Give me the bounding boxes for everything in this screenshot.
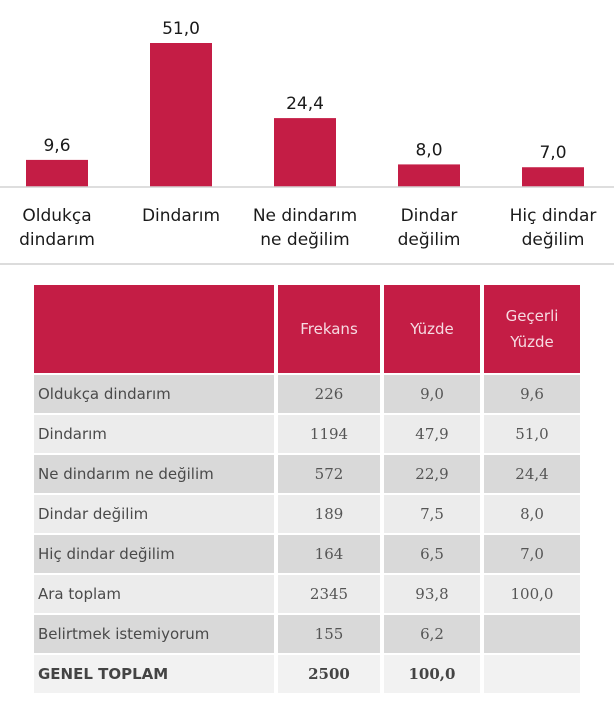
yuzde-cell: 93,8: [384, 575, 480, 613]
table-row: Dindarım 1194 47,9 51,0: [34, 415, 580, 453]
yuzde-cell: 7,5: [384, 495, 480, 533]
gecerli-yuzde-cell: [484, 655, 580, 693]
header-label-cell: [34, 285, 274, 373]
table-row: Dindar değilim 189 7,5 8,0: [34, 495, 580, 533]
gecerli-yuzde-cell: 24,4: [484, 455, 580, 493]
table-row: Ara toplam 2345 93,8 100,0: [34, 575, 580, 613]
bar-2: [274, 118, 336, 187]
bar-value-label-4: 7,0: [539, 143, 566, 163]
yuzde-cell: 22,9: [384, 455, 480, 493]
row-label-cell: Dindarım: [34, 415, 274, 453]
bar-value-label-2: 24,4: [286, 94, 324, 114]
category-label-1: Dindarım: [141, 206, 221, 226]
yuzde-cell: 47,9: [384, 415, 480, 453]
bar-chart-plot: 9,6 51,0 24,4 8,0 7,0: [0, 19, 614, 188]
frekans-cell: 572: [278, 455, 380, 493]
gecerli-yuzde-cell: 9,6: [484, 375, 580, 413]
yuzde-cell: 6,5: [384, 535, 480, 573]
header-frekans: Frekans: [278, 285, 380, 373]
table-header-row: Frekans Yüzde Geçerli Yüzde: [34, 285, 580, 373]
frekans-cell: 2500: [278, 655, 380, 693]
gecerli-yuzde-cell: [484, 615, 580, 653]
frekans-cell: 189: [278, 495, 380, 533]
row-label-cell: Ne dindarım ne değilim: [34, 455, 274, 493]
category-label-4: Hiç dindar değilim: [509, 206, 597, 250]
header-yuzde: Yüzde: [384, 285, 480, 373]
row-label-cell: Ara toplam: [34, 575, 274, 613]
table-row: GENEL TOPLAM 2500 100,0: [34, 655, 580, 693]
row-label-cell: Hiç dindar değilim: [34, 535, 274, 573]
frekans-cell: 226: [278, 375, 380, 413]
category-label-2: Ne dindarım ne değilim: [252, 206, 358, 250]
frequency-table: Frekans Yüzde Geçerli Yüzde Oldukça dind…: [30, 283, 584, 695]
category-label-0: Oldukça dindarım: [19, 206, 95, 250]
header-gecerli-yuzde-line1: Geçerli: [505, 307, 559, 325]
bar-4: [522, 167, 584, 187]
frekans-cell: 2345: [278, 575, 380, 613]
gecerli-yuzde-cell: 7,0: [484, 535, 580, 573]
yuzde-cell: 6,2: [384, 615, 480, 653]
header-gecerli-yuzde-line2: Yüzde: [510, 333, 554, 351]
row-label-cell: Oldukça dindarım: [34, 375, 274, 413]
frekans-cell: 155: [278, 615, 380, 653]
bar-value-label-0: 9,6: [43, 136, 70, 156]
header-gecerli-yuzde: Geçerli Yüzde: [484, 285, 580, 373]
bar-chart: 9,6 51,0 24,4 8,0 7,0 Oldukça dindarım Dindarı…: [0, 0, 614, 262]
row-label-cell: Dindar değilim: [34, 495, 274, 533]
category-label-3: Dindar değilim: [397, 206, 461, 250]
bar-1: [150, 43, 212, 187]
gecerli-yuzde-cell: 51,0: [484, 415, 580, 453]
table-row: Ne dindarım ne değilim 572 22,9 24,4: [34, 455, 580, 493]
table-row: Hiç dindar değilim 164 6,5 7,0: [34, 535, 580, 573]
yuzde-cell: 100,0: [384, 655, 480, 693]
row-label-cell: Belirtmek istemiyorum: [34, 615, 274, 653]
gecerli-yuzde-cell: 100,0: [484, 575, 580, 613]
bar-value-label-1: 51,0: [162, 19, 200, 39]
row-label-cell: GENEL TOPLAM: [34, 655, 274, 693]
frekans-cell: 164: [278, 535, 380, 573]
table-row: Belirtmek istemiyorum 155 6,2: [34, 615, 580, 653]
bar-3: [398, 164, 460, 187]
yuzde-cell: 9,0: [384, 375, 480, 413]
gecerli-yuzde-cell: 8,0: [484, 495, 580, 533]
frekans-cell: 1194: [278, 415, 380, 453]
table-row: Oldukça dindarım 226 9,0 9,6: [34, 375, 580, 413]
bar-value-label-3: 8,0: [415, 140, 442, 160]
section-divider: [0, 263, 614, 265]
bar-0: [26, 159, 88, 187]
